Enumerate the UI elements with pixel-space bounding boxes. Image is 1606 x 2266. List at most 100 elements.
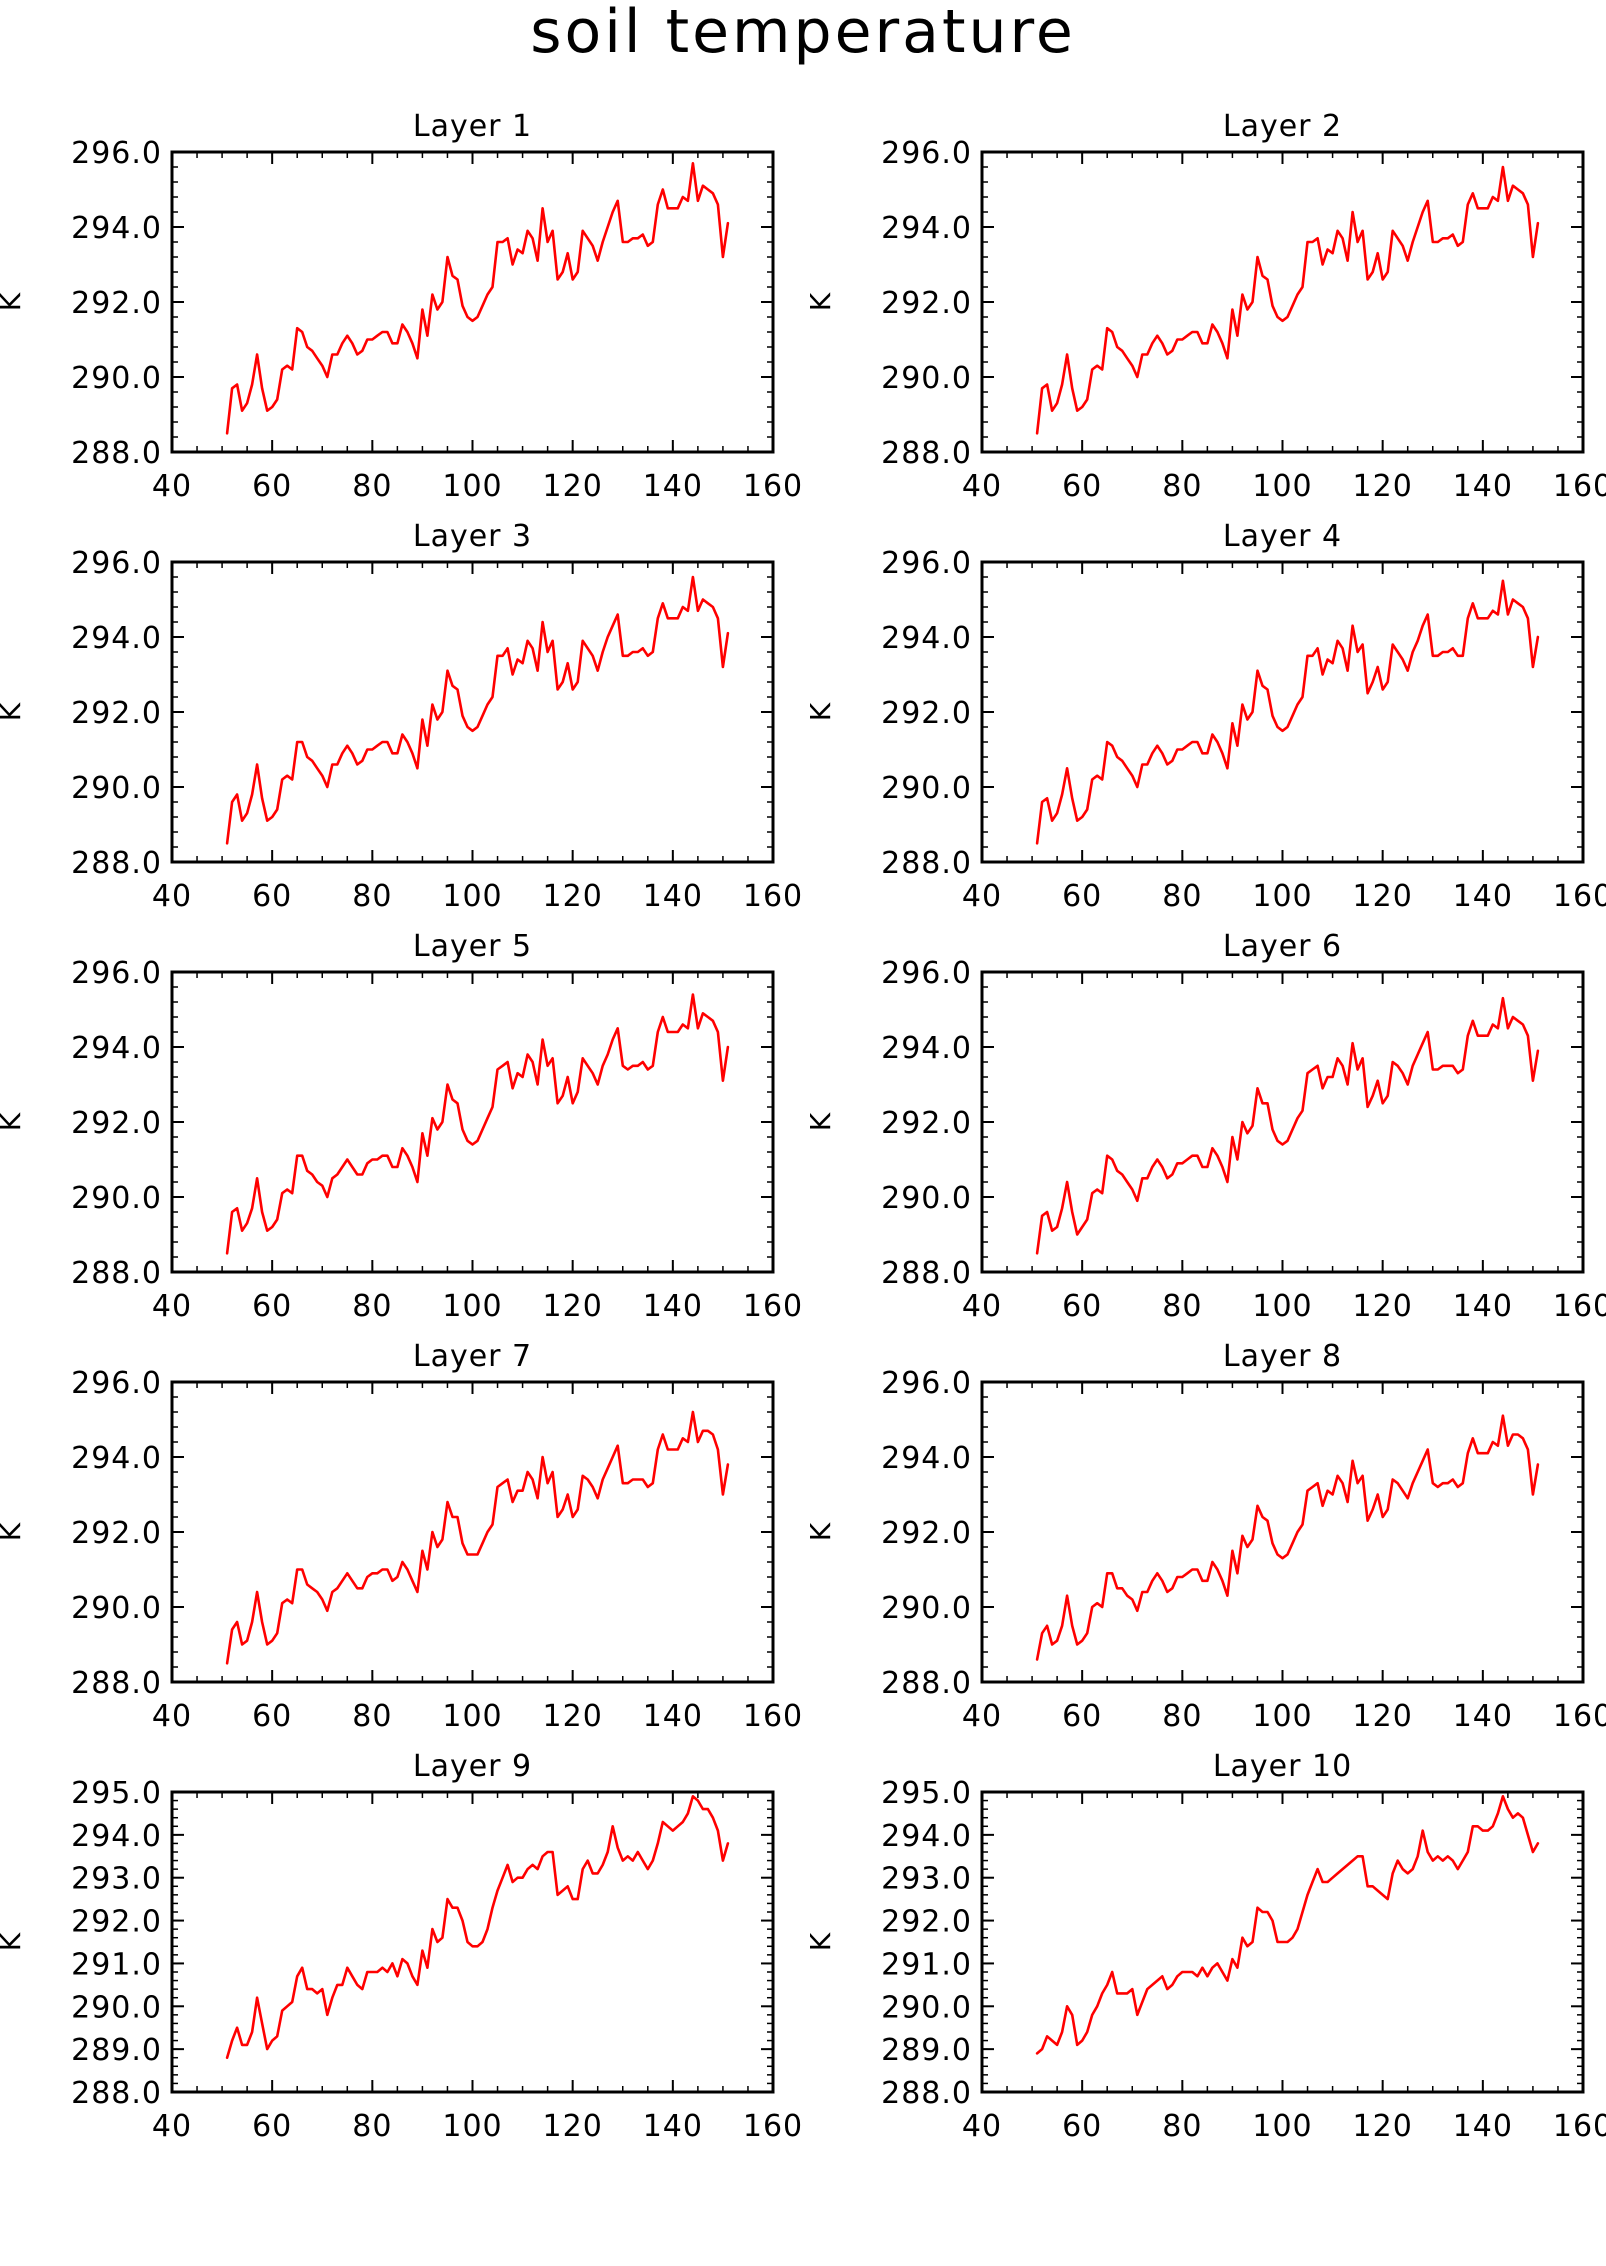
plot-frame [170,970,775,1274]
y-tick-label: 288.0 [71,1666,162,1701]
panel-6: Layer 6 K 288.0 290.0 292.0 294.0 296.0 40 60 80 1… [804,929,1606,1324]
panel-title: Layer 6 [1223,929,1342,964]
panel-title: Layer 5 [413,929,532,964]
x-tick-label: 60 [252,879,292,914]
x-tick-label: 40 [152,1699,192,1734]
series-line [225,1795,730,2059]
x-tick-label: 120 [543,879,603,914]
x-tick-label: 160 [743,1699,803,1734]
x-tick-label: 160 [743,469,803,504]
plot-frame [170,1380,775,1684]
y-tick-label: 296.0 [71,136,162,171]
plot-frame [980,1790,1585,2094]
y-tick-label: 294.0 [71,1031,162,1066]
y-axis-label: K [0,1522,27,1541]
y-tick-label: 294.0 [71,1819,162,1854]
panel-1: Layer 1 K 288.0 290.0 292.0 294.0 296.0 40 60 80 1… [0,109,803,504]
x-tick-label: 60 [1062,469,1102,504]
y-tick-label: 296.0 [881,1366,972,1401]
x-tick-label: 140 [1453,2109,1513,2144]
x-tick-label: 40 [152,1289,192,1324]
y-tick-label: 294.0 [881,1819,972,1854]
panel-5: Layer 5 K 288.0 290.0 292.0 294.0 296.0 40 60 80 1… [0,929,803,1324]
y-tick-label: 292.0 [71,696,162,731]
y-tick-label: 291.0 [881,1947,972,1982]
panel-4: Layer 4 K 288.0 290.0 292.0 294.0 296.0 40 60 80 1… [804,519,1606,914]
series-line [1035,1414,1540,1661]
x-tick-label: 120 [1353,879,1413,914]
plot-frame [170,1790,775,2094]
x-tick-label: 140 [1453,1699,1513,1734]
x-tick-label: 140 [643,469,703,504]
x-tick-label: 80 [1162,1289,1202,1324]
series-line [1035,579,1540,845]
x-tick-label: 40 [152,879,192,914]
x-tick-label: 140 [643,1699,703,1734]
plot-frame [980,1380,1585,1684]
y-tick-label: 295.0 [881,1776,972,1811]
x-tick-label: 100 [1252,1289,1312,1324]
y-tick-label: 292.0 [71,286,162,321]
x-tick-label: 160 [743,1289,803,1324]
x-tick-label: 80 [1162,1699,1202,1734]
panel-title: Layer 9 [413,1749,532,1784]
x-tick-label: 160 [743,2109,803,2144]
x-tick-label: 160 [1553,469,1606,504]
x-tick-label: 100 [442,2109,502,2144]
y-tick-label: 292.0 [71,1516,162,1551]
y-tick-label: 294.0 [881,211,972,246]
x-tick-label: 60 [1062,1699,1102,1734]
y-tick-label: 290.0 [881,1591,972,1626]
panel-10: Layer 10 K 288.0 289.0 290.0 291.0 292.0 293.0 2… [804,1749,1606,2144]
x-tick-label: 100 [442,1289,502,1324]
y-tick-label: 288.0 [71,846,162,881]
x-tick-label: 100 [442,1699,502,1734]
x-tick-label: 140 [1453,879,1513,914]
y-tick-label: 288.0 [881,1666,972,1701]
plot-frame [980,970,1585,1274]
panels-grid: Layer 1 K 288.0 290.0 292.0 294.0 296.0 40 60 80 1… [0,109,1606,2144]
x-tick-label: 80 [352,469,392,504]
y-tick-label: 293.0 [71,1862,162,1897]
y-tick-label: 288.0 [881,1256,972,1291]
panel-7: Layer 7 K 288.0 290.0 292.0 294.0 296.0 40 60 80 1… [0,1339,803,1734]
y-axis-label: K [804,1932,837,1951]
series-line [1035,1795,1540,2055]
x-tick-label: 40 [152,469,192,504]
y-tick-label: 290.0 [71,1181,162,1216]
y-tick-label: 290.0 [71,771,162,806]
panel-2: Layer 2 K 288.0 290.0 292.0 294.0 296.0 40 60 80 1… [804,109,1606,504]
x-tick-label: 140 [1453,1289,1513,1324]
y-axis-label: K [804,702,837,721]
y-tick-label: 294.0 [881,621,972,656]
x-tick-label: 80 [352,2109,392,2144]
y-tick-label: 296.0 [71,1366,162,1401]
x-tick-label: 60 [252,1289,292,1324]
x-tick-label: 60 [1062,879,1102,914]
x-tick-label: 120 [543,469,603,504]
x-tick-label: 120 [543,1699,603,1734]
y-tick-label: 292.0 [881,1905,972,1940]
plot-frame [980,150,1585,454]
x-tick-label: 80 [352,1699,392,1734]
plot-frame [980,560,1585,864]
x-tick-label: 60 [1062,1289,1102,1324]
y-axis-label: K [0,702,27,721]
y-axis-label: K [804,292,837,311]
y-axis-label: K [804,1522,837,1541]
y-tick-label: 289.0 [881,2033,972,2068]
figure-title: soil temperature [530,0,1076,67]
y-tick-label: 294.0 [71,211,162,246]
x-tick-label: 160 [743,879,803,914]
x-tick-label: 60 [1062,2109,1102,2144]
x-tick-label: 40 [962,1289,1002,1324]
y-axis-label: K [0,1932,27,1951]
x-tick-label: 80 [1162,879,1202,914]
x-tick-label: 160 [1553,2109,1606,2144]
panel-8: Layer 8 K 288.0 290.0 292.0 294.0 296.0 40 60 80 1… [804,1339,1606,1734]
x-tick-label: 120 [543,2109,603,2144]
y-tick-label: 288.0 [881,436,972,471]
y-tick-label: 288.0 [71,2076,162,2111]
y-tick-label: 296.0 [71,956,162,991]
